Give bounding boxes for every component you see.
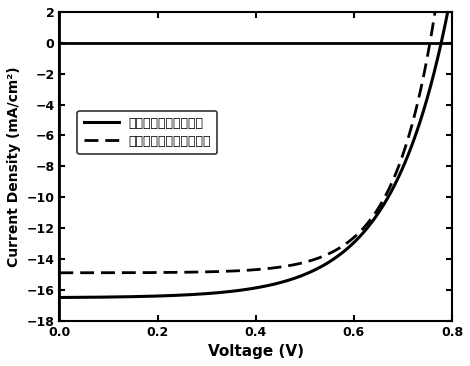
涂覆稀土络合物的电池 <box>446 4 452 8</box>
未涂覆稀土络合物的电池 <box>314 257 320 261</box>
Legend: 涂覆稀土络合物的电池, 未涂覆稀土络合物的电池: 涂覆稀土络合物的电池, 未涂覆稀土络合物的电池 <box>78 111 218 154</box>
涂覆稀土络合物的电池 <box>376 209 382 214</box>
未涂覆稀土络合物的电池 <box>71 270 77 275</box>
未涂覆稀土络合物的电池 <box>140 270 145 275</box>
涂覆稀土络合物的电池 <box>294 275 299 280</box>
未涂覆稀土络合物的电池 <box>131 270 137 275</box>
涂覆稀土络合物的电池 <box>175 293 181 298</box>
涂覆稀土络合物的电池 <box>389 189 394 194</box>
X-axis label: Voltage (V): Voltage (V) <box>208 344 304 359</box>
涂覆稀土络合物的电池 <box>97 295 103 299</box>
Line: 涂覆稀土络合物的电池: 涂覆稀土络合物的电池 <box>59 6 449 298</box>
Y-axis label: Current Density (mA/cm²): Current Density (mA/cm²) <box>7 66 21 266</box>
Line: 未涂覆稀土络合物的电池: 未涂覆稀土络合物的电池 <box>59 5 436 273</box>
未涂覆稀土络合物的电池 <box>121 270 126 275</box>
未涂覆稀土络合物的电池 <box>433 3 439 8</box>
涂覆稀土络合物的电池 <box>412 135 417 140</box>
未涂覆稀土络合物的电池 <box>232 269 238 273</box>
涂覆稀土络合物的电池 <box>56 295 62 300</box>
未涂覆稀土络合物的电池 <box>56 270 62 275</box>
